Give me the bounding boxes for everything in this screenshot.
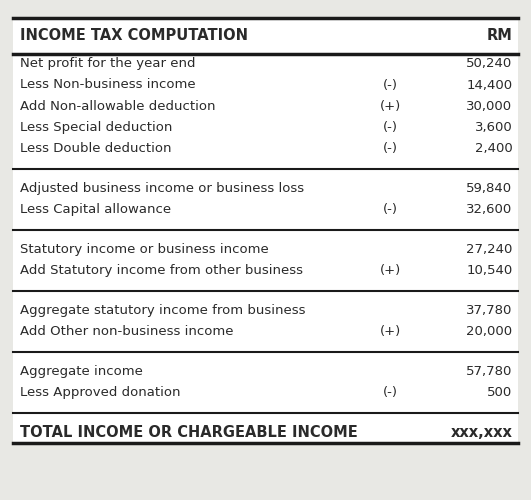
Text: Add Statutory income from other business: Add Statutory income from other business [20,264,303,276]
Text: (+): (+) [380,264,401,276]
Text: Add Other non-business income: Add Other non-business income [20,324,234,338]
Text: Less Special deduction: Less Special deduction [20,120,173,134]
Text: 32,600: 32,600 [466,202,512,215]
Text: 10,540: 10,540 [466,264,512,276]
Text: Net profit for the year end: Net profit for the year end [20,58,196,70]
Text: (-): (-) [383,202,398,215]
Text: 500: 500 [487,386,512,398]
Text: 50,240: 50,240 [466,58,512,70]
Text: TOTAL INCOME OR CHARGEABLE INCOME: TOTAL INCOME OR CHARGEABLE INCOME [20,424,358,440]
Text: 20,000: 20,000 [466,324,512,338]
Text: Less Non-business income: Less Non-business income [20,78,196,92]
Text: 27,240: 27,240 [466,242,512,256]
Text: Adjusted business income or business loss: Adjusted business income or business los… [20,182,304,194]
Text: Less Double deduction: Less Double deduction [20,142,172,154]
Text: RM: RM [486,28,512,43]
Text: Add Non-allowable deduction: Add Non-allowable deduction [20,100,216,112]
Text: Less Approved donation: Less Approved donation [20,386,181,398]
Bar [13,18,518,442]
Text: Less Capital allowance: Less Capital allowance [20,202,172,215]
Text: 30,000: 30,000 [466,100,512,112]
Text: 2,400: 2,400 [475,142,512,154]
Text: (+): (+) [380,324,401,338]
Text: INCOME TAX COMPUTATION: INCOME TAX COMPUTATION [20,28,248,43]
Text: Aggregate income: Aggregate income [20,364,143,378]
Text: 3,600: 3,600 [475,120,512,134]
Text: (+): (+) [380,100,401,112]
Text: (-): (-) [383,120,398,134]
Text: (-): (-) [383,78,398,92]
Text: 37,780: 37,780 [466,304,512,316]
Text: (-): (-) [383,142,398,154]
Text: 59,840: 59,840 [466,182,512,194]
Text: xxx,xxx: xxx,xxx [450,424,512,440]
Text: 14,400: 14,400 [466,78,512,92]
Text: Aggregate statutory income from business: Aggregate statutory income from business [20,304,306,316]
Text: Statutory income or business income: Statutory income or business income [20,242,269,256]
Text: (-): (-) [383,386,398,398]
Text: 57,780: 57,780 [466,364,512,378]
